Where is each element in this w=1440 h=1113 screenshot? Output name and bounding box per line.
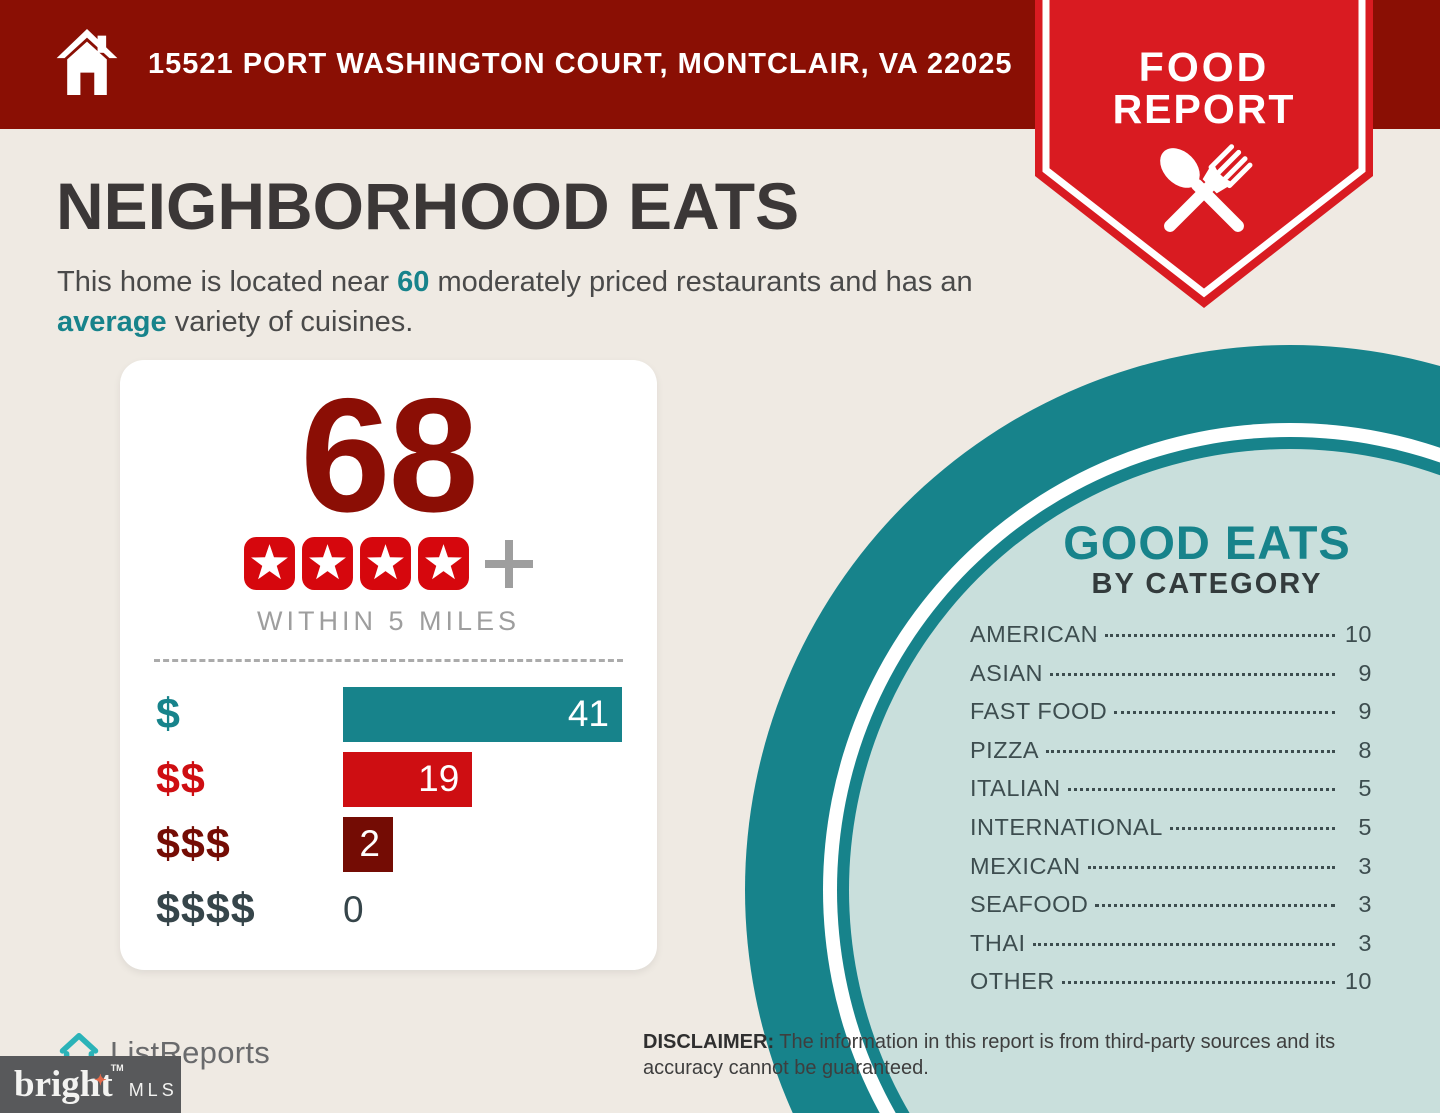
star-rating <box>120 536 657 592</box>
bar: 2 <box>343 816 393 872</box>
category-count: 9 <box>1358 698 1372 725</box>
price-level-label: $$$$ <box>156 884 256 933</box>
ribbon-shape <box>1035 0 1373 308</box>
category-list: AMERICAN 10 ASIAN 9 FAST FOOD 9 PIZZA 8 ITALIAN 5… <box>970 621 1372 1007</box>
category-row: FAST FOOD 9 <box>970 698 1372 737</box>
ribbon-title-line2: REPORT <box>1112 86 1296 132</box>
chart-row: $41 <box>120 686 657 742</box>
bar-zone: 0 <box>343 882 657 937</box>
star-icon <box>243 537 295 591</box>
bar-zone: 2 <box>343 816 657 872</box>
disclaimer-label: DISCLAIMER: <box>643 1031 775 1053</box>
food-report-ribbon: FOOD REPORT <box>1035 0 1373 312</box>
category-count: 3 <box>1358 852 1372 879</box>
category-label: ASIAN <box>970 659 1044 686</box>
category-count: 3 <box>1358 891 1372 918</box>
price-level-label: $ <box>156 689 181 738</box>
bright-star-icon: ✦ <box>94 1073 107 1089</box>
dashed-divider <box>154 658 623 662</box>
subtitle-text: This home is located near <box>57 266 398 298</box>
chart-row: $$ 19 <box>120 751 657 807</box>
category-row: ITALIAN 5 <box>970 775 1372 814</box>
category-label: PIZZA <box>970 736 1040 763</box>
price-level-label: $$ <box>156 754 206 803</box>
category-count: 9 <box>1358 659 1372 686</box>
dotted-leader <box>1061 981 1335 985</box>
dotted-leader <box>1087 865 1335 869</box>
disclaimer-text: The information in this report is from t… <box>643 1031 1336 1079</box>
ribbon-title-line1: FOOD <box>1138 44 1270 90</box>
category-label: OTHER <box>970 968 1055 995</box>
category-count: 3 <box>1358 929 1372 956</box>
bar: 19 <box>343 751 473 807</box>
category-count: 10 <box>1344 968 1372 995</box>
good-eats-title: GOOD EATS <box>1063 516 1351 569</box>
dotted-leader <box>1114 711 1335 715</box>
bar-value: 2 <box>359 823 380 865</box>
bar-value: 41 <box>567 693 609 735</box>
score-card: 68 WITHIN 5 MILES $41 $$ 19 $$$ 2 $$$$ 0 <box>120 360 657 970</box>
category-label: THAI <box>970 929 1026 956</box>
trademark-symbol: TM <box>110 1063 124 1073</box>
category-count: 8 <box>1358 736 1372 763</box>
mls-text: MLS <box>128 1080 178 1100</box>
category-row: ASIAN 9 <box>970 660 1372 699</box>
plus-icon <box>483 538 535 590</box>
category-label: FAST FOOD <box>970 698 1108 725</box>
spoon-and-fork-icon <box>1160 144 1253 232</box>
category-row: PIZZA 8 <box>970 737 1372 776</box>
category-label: MEXICAN <box>970 852 1081 879</box>
dotted-leader <box>1095 904 1335 908</box>
star-icon <box>301 537 353 591</box>
bar-zone: 41 <box>343 686 657 742</box>
price-level-bar-chart: $41 $$ 19 $$$ 2 $$$$ 0 <box>120 686 657 937</box>
stars <box>243 537 470 591</box>
disclaimer: DISCLAIMER: The information in this repo… <box>643 1030 1418 1081</box>
category-count: 5 <box>1358 813 1372 840</box>
good-eats-circle: GOOD EATS BY CATEGORY AMERICAN 10 ASIAN 9 FA… <box>849 449 1440 1113</box>
category-row: OTHER 10 <box>970 968 1372 1007</box>
subtitle-text: variety of cuisines. <box>166 306 414 339</box>
home-icon <box>56 29 118 96</box>
bright-text: bright <box>14 1064 113 1105</box>
dotted-leader <box>1169 826 1335 830</box>
category-row: MEXICAN 3 <box>970 853 1372 892</box>
category-label: AMERICAN <box>970 621 1099 647</box>
bright-mls-logo: bright ✦ TM MLS <box>0 1056 181 1113</box>
dotted-leader <box>1046 749 1335 753</box>
star-icon <box>359 537 411 591</box>
category-label: ITALIAN <box>970 775 1061 802</box>
bar-value: 19 <box>418 758 460 800</box>
category-row: THAI 3 <box>970 930 1372 969</box>
bar-zone: 19 <box>343 751 657 807</box>
within-miles-label: WITHIN 5 MILES <box>256 605 521 636</box>
good-eats-subtitle: BY CATEGORY <box>1091 568 1323 600</box>
page-title: NEIGHBORHOOD EATS <box>56 169 800 243</box>
intro-sentence: This home is located near 60 moderately … <box>57 262 1002 342</box>
category-label: INTERNATIONAL <box>970 813 1163 840</box>
price-level-label: $$$ <box>156 819 231 868</box>
subtitle-text: moderately priced restaurants and has an <box>429 266 973 298</box>
chart-row: $$$$ 0 <box>120 882 657 937</box>
variety-level: average <box>57 306 167 339</box>
restaurant-score: 68 <box>300 365 478 546</box>
category-row: INTERNATIONAL 5 <box>970 814 1372 853</box>
category-row: SEAFOOD 3 <box>970 891 1372 930</box>
category-count: 10 <box>1344 621 1372 647</box>
star-icon <box>417 537 469 591</box>
property-address: 15521 PORT WASHINGTON COURT, MONTCLAIR, … <box>148 48 1013 80</box>
bar: 41 <box>343 686 622 742</box>
dotted-leader <box>1032 942 1335 946</box>
category-count: 5 <box>1358 775 1372 802</box>
restaurant-count: 60 <box>397 266 430 298</box>
category-row: AMERICAN 10 <box>970 621 1372 660</box>
dotted-leader <box>1105 634 1335 637</box>
bar-value-zero: 0 <box>343 888 364 930</box>
bright-wordmark: bright ✦ TM <box>14 1064 124 1105</box>
dotted-leader <box>1050 672 1335 676</box>
chart-row: $$$ 2 <box>120 816 657 872</box>
category-label: SEAFOOD <box>970 891 1089 918</box>
dotted-leader <box>1067 788 1335 792</box>
